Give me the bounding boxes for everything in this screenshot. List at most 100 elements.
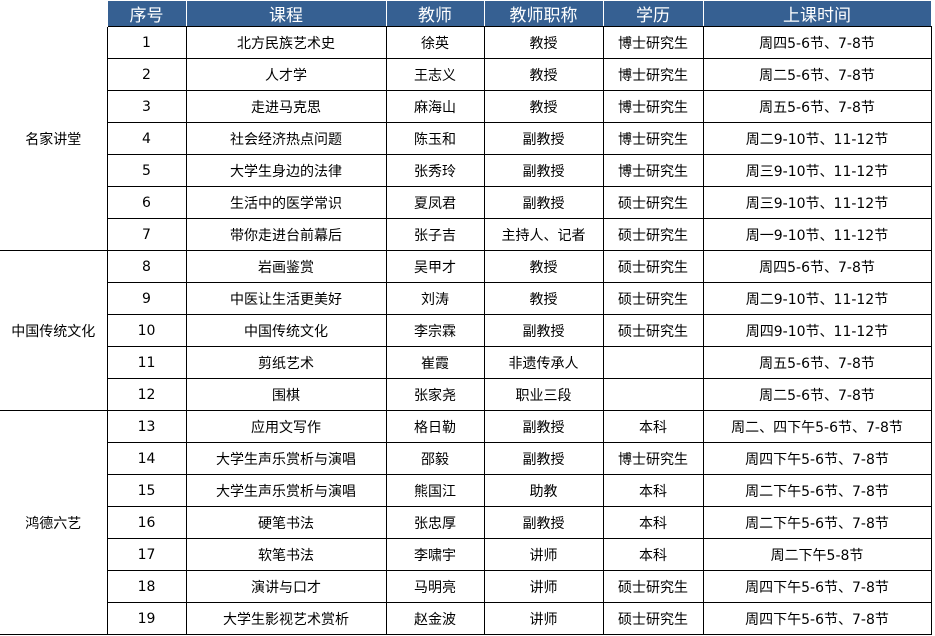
cell-index: 14 (106, 442, 187, 475)
cell-course: 生活中的医学常识 (185, 186, 387, 219)
cell-degree: 硕士研究生 (602, 186, 704, 219)
table-row: 19 大学生影视艺术赏析 赵金波 讲师 硕士研究生 周四下午5-6节、7-8节 (0, 602, 932, 635)
header-row: 序号 课程 教师 教师职称 学历 上课时间 (0, 0, 932, 27)
cell-degree: 硕士研究生 (602, 314, 704, 347)
cell-teacher: 吴甲才 (385, 250, 485, 283)
cell-course: 中医让生活更美好 (185, 282, 387, 315)
cell-teacher: 张秀玲 (385, 154, 485, 187)
header-teacher: 教师 (385, 0, 485, 27)
table-row: 名家讲堂 1 北方民族艺术史 徐英 教授 博士研究生 周四5-6节、7-8节 (0, 26, 932, 251)
cell-time: 周二5-6节、7-8节 (702, 378, 932, 411)
cell-title: 讲师 (483, 570, 604, 603)
table-row: 10 中国传统文化 李宗霖 副教授 硕士研究生 周四9-10节、11-12节 (0, 314, 932, 347)
cell-title: 非遗传承人 (483, 346, 604, 379)
cell-title: 教授 (483, 282, 604, 315)
cell-time: 周四5-6节、7-8节 (702, 26, 932, 59)
cell-title: 副教授 (483, 314, 604, 347)
cell-teacher: 张忠厚 (385, 506, 485, 539)
cell-teacher: 赵金波 (385, 602, 485, 635)
cell-degree: 博士研究生 (602, 442, 704, 475)
cell-course: 中国传统文化 (185, 314, 387, 347)
header-time: 上课时间 (702, 0, 932, 27)
table-row: 4 社会经济热点问题 陈玉和 副教授 博士研究生 周二9-10节、11-12节 (0, 122, 932, 155)
cell-course: 应用文写作 (185, 410, 387, 443)
header-blank (0, 0, 107, 27)
cell-time: 周五5-6节、7-8节 (702, 346, 932, 379)
cell-time: 周二9-10节、11-12节 (702, 282, 932, 315)
cell-title: 教授 (483, 90, 604, 123)
cell-title: 副教授 (483, 506, 604, 539)
cell-time: 周二、四下午5-6节、7-8节 (702, 410, 932, 443)
header-degree: 学历 (602, 0, 704, 27)
cell-degree: 本科 (602, 538, 704, 571)
cell-degree: 博士研究生 (602, 58, 704, 91)
cell-teacher: 徐英 (385, 26, 485, 59)
cell-teacher: 陈玉和 (385, 122, 485, 155)
cell-teacher: 李宗霖 (385, 314, 485, 347)
cell-time: 周四5-6节、7-8节 (702, 250, 932, 283)
header-index: 序号 (106, 0, 187, 27)
cell-course: 剪纸艺术 (185, 346, 387, 379)
cell-course: 人才学 (185, 58, 387, 91)
cell-title: 讲师 (483, 538, 604, 571)
cell-title: 主持人、记者 (483, 218, 604, 251)
table-row: 中国传统文化 8 岩画鉴赏 吴甲才 教授 硕士研究生 周四5-6节、7-8节 (0, 250, 932, 411)
cell-index: 6 (106, 186, 187, 219)
cell-title: 教授 (483, 58, 604, 91)
cell-title: 教授 (483, 26, 604, 59)
cell-time: 周三9-10节、11-12节 (702, 186, 932, 219)
cell-teacher: 崔霞 (385, 346, 485, 379)
cell-course: 岩画鉴赏 (185, 250, 387, 283)
cell-teacher: 邵毅 (385, 442, 485, 475)
cell-teacher: 麻海山 (385, 90, 485, 123)
cell-course: 北方民族艺术史 (185, 26, 387, 59)
cell-index: 5 (106, 154, 187, 187)
cell-title: 副教授 (483, 154, 604, 187)
cell-index: 4 (106, 122, 187, 155)
cell-teacher: 格日勒 (385, 410, 485, 443)
cell-degree: 本科 (602, 474, 704, 507)
cell-course: 大学生声乐赏析与演唱 (185, 442, 387, 475)
table-row: 3 走进马克思 麻海山 教授 博士研究生 周五5-6节、7-8节 (0, 90, 932, 123)
cell-time: 周二9-10节、11-12节 (702, 122, 932, 155)
cell-title: 教授 (483, 250, 604, 283)
cell-index: 13 (106, 410, 187, 443)
cell-course: 大学生身边的法律 (185, 154, 387, 187)
cell-title: 助教 (483, 474, 604, 507)
cell-time: 周四下午5-6节、7-8节 (702, 570, 932, 603)
cell-index: 12 (106, 378, 187, 411)
cell-degree: 硕士研究生 (602, 602, 704, 635)
cell-index: 8 (106, 250, 187, 283)
cell-course: 围棋 (185, 378, 387, 411)
table-row: 5 大学生身边的法律 张秀玲 副教授 博士研究生 周三9-10节、11-12节 (0, 154, 932, 187)
group-label: 中国传统文化 (0, 250, 108, 411)
cell-time: 周二下午5-8节 (702, 538, 932, 571)
cell-time: 周四下午5-6节、7-8节 (702, 442, 932, 475)
cell-title: 副教授 (483, 410, 604, 443)
table-row: 7 带你走进台前幕后 张子吉 主持人、记者 硕士研究生 周一9-10节、11-12节 (0, 218, 932, 251)
cell-degree: 博士研究生 (602, 122, 704, 155)
cell-course: 大学生声乐赏析与演唱 (185, 474, 387, 507)
cell-time: 周一9-10节、11-12节 (702, 218, 932, 251)
cell-index: 10 (106, 314, 187, 347)
cell-teacher: 王志义 (385, 58, 485, 91)
cell-index: 18 (106, 570, 187, 603)
cell-title: 职业三段 (483, 378, 604, 411)
cell-index: 19 (106, 602, 187, 635)
cell-time: 周五5-6节、7-8节 (702, 90, 932, 123)
cell-degree: 博士研究生 (602, 26, 704, 59)
header-course: 课程 (185, 0, 387, 27)
cell-index: 2 (106, 58, 187, 91)
cell-time: 周二下午5-6节、7-8节 (702, 474, 932, 507)
cell-teacher: 张家尧 (385, 378, 485, 411)
cell-degree (602, 346, 704, 379)
table-row: 2 人才学 王志义 教授 博士研究生 周二5-6节、7-8节 (0, 58, 932, 91)
cell-teacher: 夏凤君 (385, 186, 485, 219)
table-row: 18 演讲与口才 马明亮 讲师 硕士研究生 周四下午5-6节、7-8节 (0, 570, 932, 603)
cell-course: 演讲与口才 (185, 570, 387, 603)
table-row: 鸿德六艺 13 应用文写作 格日勒 副教授 本科 周二、四下午5-6节、7-8节 (0, 410, 932, 635)
table-row: 9 中医让生活更美好 刘涛 教授 硕士研究生 周二9-10节、11-12节 (0, 282, 932, 315)
cell-teacher: 李啸宇 (385, 538, 485, 571)
table-row: 6 生活中的医学常识 夏凤君 副教授 硕士研究生 周三9-10节、11-12节 (0, 186, 932, 219)
cell-index: 1 (106, 26, 187, 59)
